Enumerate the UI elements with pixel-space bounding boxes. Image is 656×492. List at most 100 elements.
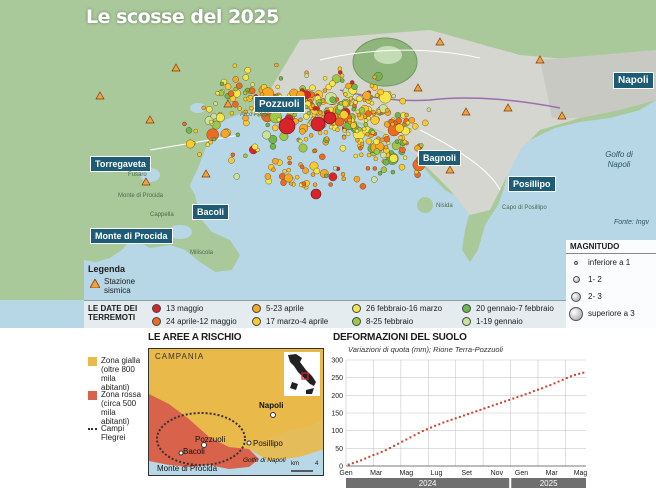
earthquake-point (335, 127, 340, 132)
station-legend-label: Stazione sismica (104, 277, 136, 295)
map-base (0, 0, 656, 300)
red-zone-area (149, 394, 259, 469)
earthquake-point (317, 130, 323, 136)
earthquake-point (242, 90, 248, 96)
date-dot (252, 317, 261, 326)
earthquake-point (295, 174, 300, 180)
data-point (582, 371, 585, 374)
earthquake-point (331, 74, 341, 84)
y-tick-label: 300 (331, 358, 343, 365)
earthquake-point (278, 76, 284, 81)
data-point (516, 396, 519, 399)
date-item: 24 aprile-12 maggio (152, 317, 237, 326)
earthquake-point (233, 86, 238, 92)
y-tick-label: 50 (335, 446, 343, 453)
year-band (511, 478, 586, 488)
earthquake-point (278, 117, 296, 135)
data-point (434, 424, 437, 427)
deformation-subtitle: Variazioni di quota (mm); Rione Terra-Po… (348, 345, 503, 354)
earthquake-point (412, 123, 419, 130)
map-title: Le scosse del 2025 (86, 6, 279, 28)
earthquake-point (235, 132, 241, 138)
earthquake-point (340, 78, 345, 83)
earthquake-point (356, 112, 362, 118)
zone-label: Campi Flegrei (101, 424, 126, 442)
earthquake-point (298, 143, 308, 153)
magnitude-label: inferiore a 1 (588, 258, 631, 267)
earthquake-point (366, 152, 372, 158)
earthquake-point (363, 122, 368, 127)
earthquake-point (390, 121, 395, 127)
earthquake-point (389, 153, 398, 163)
data-point (372, 454, 375, 457)
chart-grid (345, 359, 586, 467)
data-point (557, 380, 560, 383)
earthquake-point (299, 164, 305, 170)
data-point (553, 382, 556, 385)
y-tick-label: 0 (339, 464, 343, 471)
data-point (504, 400, 507, 403)
data-point (393, 444, 395, 447)
data-point (462, 414, 465, 417)
data-point (578, 372, 581, 375)
earthquake-point (236, 82, 243, 90)
earthquake-point (245, 87, 250, 93)
earthquake-point (312, 148, 317, 154)
earthquake-point (402, 139, 407, 145)
label-monte-di-procida: Monte di Procida (90, 228, 173, 244)
lake-miseno (168, 225, 192, 239)
earthquake-point (227, 90, 235, 97)
date-item: 20 gennaio-7 febbraio (462, 304, 554, 313)
earthquake-point (405, 120, 411, 126)
data-point (376, 452, 379, 455)
deformation-title: DEFORMAZIONI DEL SUOLO (333, 332, 467, 343)
earthquake-point (371, 176, 378, 183)
data-point (430, 426, 433, 429)
earthquake-point (408, 116, 415, 124)
earthquake-point (244, 66, 251, 74)
earthquake-point (322, 88, 328, 93)
earthquake-point (286, 167, 291, 173)
magnitude-dot (569, 306, 583, 321)
earthquake-point (394, 139, 400, 144)
earthquake-point (328, 182, 333, 187)
source-label: Fonte: Ingv (614, 219, 650, 226)
earthquake-point (306, 110, 312, 116)
data-point (413, 434, 416, 437)
earthquake-point (292, 112, 297, 118)
earthquake-point (369, 83, 375, 89)
data-point (541, 387, 544, 390)
earthquake-point (383, 144, 389, 150)
x-tick-label: Set (461, 470, 472, 477)
date-dot (352, 317, 361, 326)
crater-inner (374, 46, 402, 64)
zone-red-legend: Zona rossa (circa 500 mila abitanti) (88, 390, 146, 426)
data-point (454, 417, 457, 420)
earthquake-point (298, 138, 303, 144)
earthquake-point (262, 130, 271, 140)
x-tick-label: Lug (431, 470, 443, 477)
magnitude-row: 2- 3 (566, 288, 656, 305)
earthquake-point (201, 105, 206, 111)
data-point (442, 421, 445, 424)
small-place-6: Capo di Posillipo (502, 205, 547, 211)
seismic-station (201, 169, 211, 178)
small-place-3: Fusaro (128, 172, 147, 178)
earthquake-point (282, 169, 287, 174)
earthquake-point (249, 105, 254, 111)
date-dot (152, 317, 161, 326)
earthquake-point (332, 165, 338, 171)
x-tick-label: Mar (546, 470, 559, 477)
earthquake-point (284, 173, 293, 183)
date-item: 1-19 gennaio (462, 317, 523, 326)
risk-label-monte-di-procida: Monte di Procida (157, 464, 218, 473)
earthquake-point (342, 128, 347, 133)
earthquake-point (426, 107, 432, 112)
earthquake-point (371, 109, 376, 115)
earthquake-point (373, 148, 381, 155)
date-item: 17 marzo-4 aprile (252, 317, 328, 326)
earthquake-point (243, 153, 248, 159)
earthquake-point (362, 91, 372, 101)
earthquake-point (351, 106, 356, 112)
